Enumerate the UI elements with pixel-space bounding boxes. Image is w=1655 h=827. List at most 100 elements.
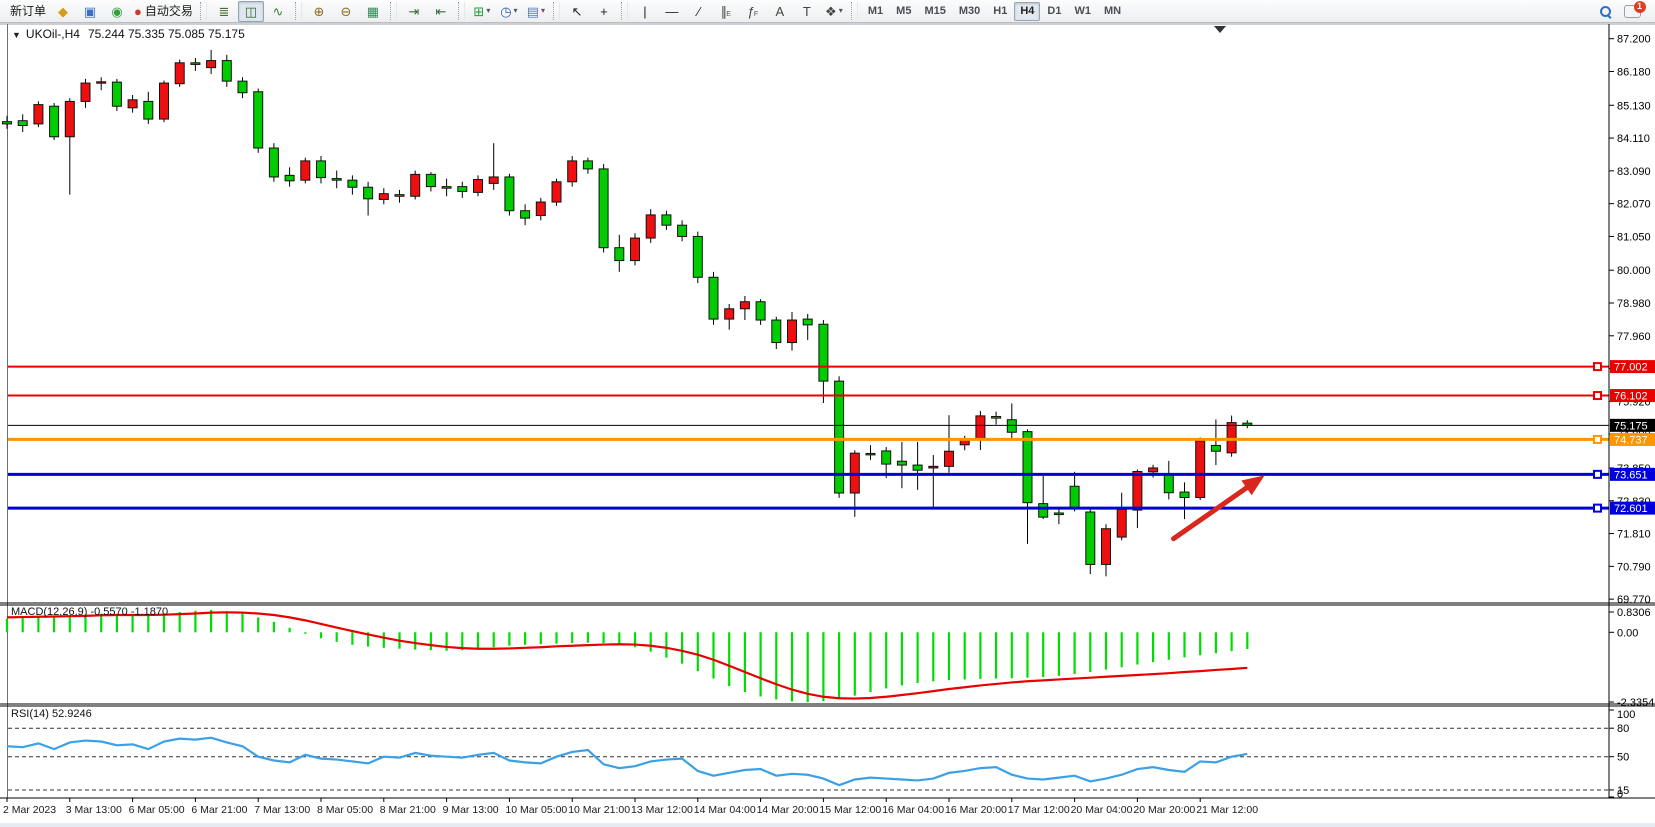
candle-body xyxy=(1148,467,1159,473)
candle-body xyxy=(363,186,374,200)
chart-shift-marker[interactable] xyxy=(1214,26,1226,33)
candle-body xyxy=(692,235,703,278)
rsi-line xyxy=(6,736,1248,787)
dropdown-caret-icon: ▾ xyxy=(513,6,518,15)
timeframe-button-h4[interactable]: H4 xyxy=(1014,1,1041,21)
toolbar-separator xyxy=(850,2,858,20)
price-axis-tick-label: 78.980 xyxy=(1617,298,1651,310)
price-line-handle[interactable] xyxy=(1593,469,1602,479)
candle-body xyxy=(2,121,12,125)
search-icon xyxy=(1599,5,1612,19)
time-axis-label: 2 Mar 2023 xyxy=(3,804,56,816)
candle-body xyxy=(488,176,499,184)
candle-body xyxy=(237,80,248,94)
new-order-button[interactable]: 新订单 xyxy=(4,1,49,22)
bar-chart-button[interactable]: ≣ xyxy=(211,1,237,22)
candle-body xyxy=(771,319,782,344)
templates-button[interactable]: ▤ ▾ xyxy=(523,1,549,22)
arrows-button[interactable]: ❖ ▾ xyxy=(821,1,847,22)
price-axis-tick-label: 69.770 xyxy=(1617,594,1651,606)
new-order-icon[interactable]: ◆ xyxy=(50,1,76,22)
line-chart-button[interactable]: ∿ xyxy=(265,1,291,22)
toolbar-separator xyxy=(199,2,207,20)
rsi-axis-tick-label: 50 xyxy=(1617,752,1629,764)
zoom-in-button[interactable]: ⊕ xyxy=(306,1,332,22)
timeframe-button-h1[interactable]: H1 xyxy=(993,5,1008,17)
price-line-handle[interactable] xyxy=(1593,434,1602,444)
candle-body xyxy=(1101,528,1111,565)
candle-body xyxy=(1006,419,1017,433)
time-axis-label: 21 Mar 12:00 xyxy=(1196,804,1258,816)
text-button[interactable]: A xyxy=(767,1,793,22)
time-axis-label: 13 Mar 12:00 xyxy=(631,804,693,816)
rsi-indicator-label: RSI(14) 52.9246 xyxy=(11,708,92,720)
signals-icon[interactable]: ◉ xyxy=(104,1,130,22)
price-line-label xyxy=(1610,432,1655,446)
price-axis-tick-label: 86.180 xyxy=(1617,66,1651,78)
candle-body xyxy=(425,173,436,188)
autotrading-button[interactable]: ● 自动交易 xyxy=(131,1,196,22)
candle-body xyxy=(33,104,44,125)
indicators-button[interactable]: ⊞ ▾ xyxy=(469,1,495,22)
price-line-label-text: 76.102 xyxy=(1614,391,1648,403)
trend-arrow[interactable] xyxy=(1171,481,1254,542)
candle-body xyxy=(865,452,876,456)
candlestick-chart-button[interactable]: ◫ xyxy=(237,0,264,22)
trend-arrow-head[interactable] xyxy=(1241,475,1265,496)
auto-scroll-button[interactable]: ⇤ xyxy=(428,1,454,22)
timeframe-button-d1[interactable]: D1 xyxy=(1047,5,1062,17)
time-axis-label: 10 Mar 21:00 xyxy=(568,804,630,816)
horizontal-line-icon: — xyxy=(665,3,679,19)
tile-windows-icon: ▦ xyxy=(366,3,380,19)
timeframe-button-m15[interactable]: M15 xyxy=(924,5,946,17)
vertical-line-button[interactable]: | xyxy=(632,1,658,22)
crosshair-button[interactable]: + xyxy=(591,1,617,22)
channel-button[interactable]: ∥ E xyxy=(713,1,739,22)
tile-windows-button[interactable]: ▦ xyxy=(360,1,386,22)
timeframe-button-m30[interactable]: M30 xyxy=(958,5,981,17)
chart-title: ▼ UKOil-,H4 75.244 75.335 75.085 75.175 xyxy=(12,27,245,41)
price-axis-tick-label: 77.960 xyxy=(1617,331,1651,343)
chart-shift-button[interactable]: ⇥ xyxy=(401,1,427,22)
candle-body xyxy=(551,181,562,203)
trendline-button[interactable]: ∕ xyxy=(686,1,712,22)
price-axis-tick-label: 81.050 xyxy=(1617,231,1651,243)
market-depth-icon[interactable]: ▣ xyxy=(77,1,103,22)
market-depth-icon: ▣ xyxy=(83,3,97,19)
candle-body xyxy=(944,450,954,467)
text-label-button[interactable]: T xyxy=(794,1,820,22)
time-axis-label: 6 Mar 05:00 xyxy=(129,804,185,816)
candle-body xyxy=(677,224,688,237)
autotrading-icon: ● xyxy=(134,3,142,19)
search-button[interactable] xyxy=(1592,1,1618,22)
timeframe-button-m1[interactable]: M1 xyxy=(867,5,884,17)
time-axis-label: 14 Mar 04:00 xyxy=(694,804,756,816)
timeframe-button-m5[interactable]: M5 xyxy=(896,5,912,17)
timeframe-button-mn[interactable]: MN xyxy=(1103,5,1122,17)
candle-body xyxy=(143,100,154,120)
cursor-button[interactable]: ↖ xyxy=(564,1,590,22)
price-line-handle[interactable] xyxy=(1593,362,1602,372)
chart-collapse-icon[interactable]: ▼ xyxy=(12,30,21,40)
zoom-out-button[interactable]: ⊖ xyxy=(333,1,359,22)
price-line-handle[interactable] xyxy=(1593,503,1602,513)
chat-bubble-icon: 1 xyxy=(1623,0,1646,18)
timeframe-button-w1[interactable]: W1 xyxy=(1074,5,1091,17)
horizontal-line-button[interactable]: — xyxy=(659,1,685,22)
time-axis-label: 16 Mar 04:00 xyxy=(882,804,944,816)
vertical-line-icon: | xyxy=(643,3,647,19)
cursor-icon: ↖ xyxy=(571,3,583,19)
candle-body xyxy=(378,193,389,200)
candle-body xyxy=(755,301,766,321)
notifications-button[interactable]: 1 xyxy=(1619,0,1646,22)
price-line-handle[interactable] xyxy=(1593,391,1602,401)
price-axis-tick-label: 83.090 xyxy=(1617,166,1651,178)
chart-symbol-period: UKOil-,H4 xyxy=(25,27,80,41)
toolbar-separator xyxy=(457,2,465,20)
candle-body xyxy=(991,416,1002,419)
periods-button[interactable]: ◷ ▾ xyxy=(496,1,522,22)
